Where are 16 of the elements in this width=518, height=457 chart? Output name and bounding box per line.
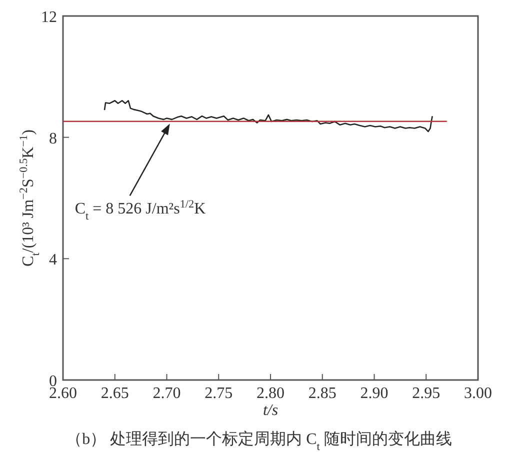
x-tick-label: 2.80 <box>256 385 284 402</box>
y-tick-label: 12 <box>41 9 57 26</box>
x-tick-label: 2.95 <box>412 385 440 402</box>
x-tick-label: 2.90 <box>360 385 388 402</box>
x-tick-label: 2.70 <box>152 385 181 402</box>
x-tick-label: 2.65 <box>100 385 129 402</box>
line-series <box>104 100 433 132</box>
y-tick-label: 8 <box>49 130 57 148</box>
x-tick-label: 3.00 <box>464 385 492 402</box>
y-tick-label: 4 <box>49 252 57 269</box>
x-axis-title: t/s <box>262 402 278 419</box>
x-tick-label: 2.85 <box>308 385 336 402</box>
x-tick-label: 2.75 <box>204 385 233 402</box>
x-tick-label: 2.60 <box>49 385 77 402</box>
annotation: C$_{t}$ = 8 526 J/m²s$^{1/2}$K <box>74 198 206 223</box>
text: （b） 处理得到的一个标定周期内 C$_{t}$ 随时间的变化曲线 <box>66 430 452 453</box>
